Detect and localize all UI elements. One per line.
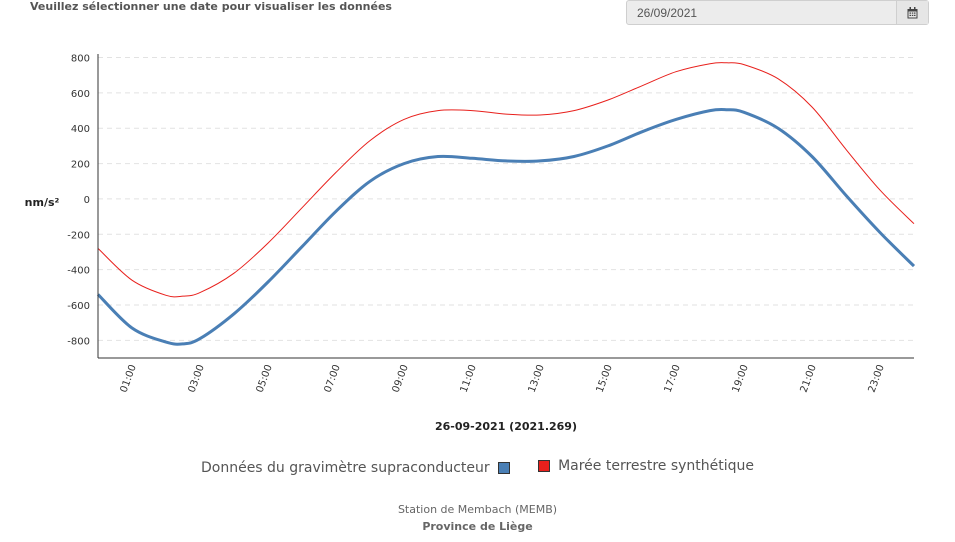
legend-item-gravimeter[interactable]: Données du gravimètre supraconducteur bbox=[201, 460, 510, 476]
x-tick-label: 03:00 bbox=[187, 363, 207, 394]
legend-label-tide: Marée terrestre synthétique bbox=[558, 458, 755, 474]
y-tick-label: 0 bbox=[84, 195, 90, 206]
date-prompt: Veuillez sélectionner une date pour visu… bbox=[30, 0, 392, 13]
x-tick-label: 15:00 bbox=[595, 363, 615, 394]
y-tick-label: -200 bbox=[67, 230, 90, 241]
date-picker[interactable] bbox=[626, 0, 929, 25]
x-tick-label: 09:00 bbox=[391, 363, 411, 394]
legend-swatch-tide bbox=[538, 460, 551, 472]
y-tick-label: -600 bbox=[67, 301, 90, 312]
y-tick-label: 200 bbox=[71, 160, 90, 171]
legend-item-tide[interactable]: Marée terrestre synthétique bbox=[538, 458, 754, 474]
x-tick-label: 17:00 bbox=[663, 363, 683, 394]
chart-footer: Station de Membach (MEMB) Province de Li… bbox=[0, 501, 955, 535]
station-name: Station de Membach (MEMB) bbox=[397, 503, 558, 516]
y-axis-ticks: 800 600 400 200 0 -200 -400 -600 -800 bbox=[67, 54, 90, 348]
y-tick-label: -400 bbox=[67, 266, 90, 277]
date-input[interactable] bbox=[627, 1, 896, 24]
legend-swatch-gravimeter bbox=[497, 462, 510, 474]
series-line-tide bbox=[97, 62, 915, 298]
chart-legend: Données du gravimètre supraconducteur Ma… bbox=[0, 458, 955, 476]
x-axis-label: 26-09-2021 (2021.269) bbox=[435, 420, 577, 433]
gravity-chart: 800 600 400 200 0 -200 -400 -600 -800 01:00 03:00… bbox=[25, 54, 916, 433]
y-tick-label: 600 bbox=[71, 89, 90, 100]
y-axis-label: nm/s² bbox=[25, 196, 60, 209]
y-tick-label: 800 bbox=[71, 54, 90, 65]
series-line-gravimeter bbox=[96, 107, 916, 346]
legend-label-gravimeter: Données du gravimètre supraconducteur bbox=[200, 460, 490, 476]
x-tick-label: 23:00 bbox=[867, 363, 887, 394]
x-tick-label: 19:00 bbox=[731, 363, 751, 394]
y-tick-label: -800 bbox=[67, 336, 90, 347]
x-tick-label: 21:00 bbox=[799, 363, 819, 394]
x-tick-label: 07:00 bbox=[323, 363, 343, 394]
y-tick-label: 400 bbox=[71, 124, 90, 135]
chart-series bbox=[96, 62, 916, 346]
calendar-icon bbox=[907, 6, 918, 18]
calendar-button[interactable] bbox=[896, 1, 928, 24]
x-tick-label: 01:00 bbox=[119, 363, 139, 394]
chart-grid bbox=[98, 57, 914, 341]
x-tick-label: 11:00 bbox=[459, 363, 479, 394]
x-tick-label: 13:00 bbox=[527, 363, 547, 394]
province-name: Province de Liège bbox=[422, 520, 533, 533]
x-tick-label: 05:00 bbox=[255, 363, 275, 394]
x-axis-ticks: 01:00 03:00 05:00 07:00 09:00 11:00 13:00 15:00… bbox=[119, 363, 887, 394]
